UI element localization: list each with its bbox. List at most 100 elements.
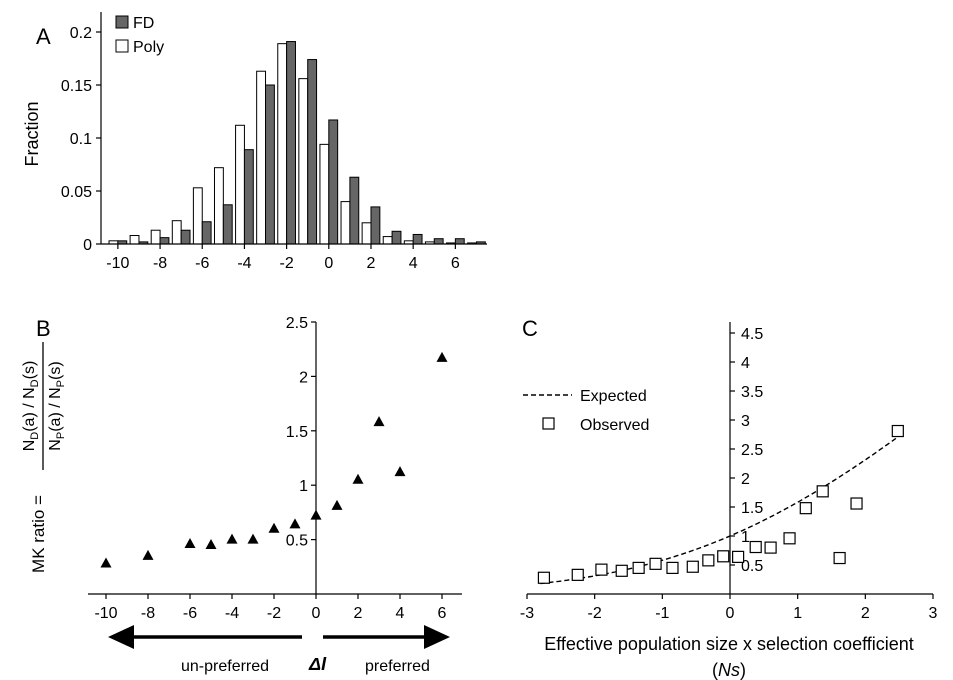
panel-b-xtick-label: -6 [183, 605, 197, 622]
observed-point [891, 424, 904, 438]
legend-label-fd: FD [133, 15, 154, 32]
panel-c-ytick-label: 3.5 [741, 384, 763, 401]
preference-arrows: un-preferred ΔI preferred [108, 625, 450, 675]
panel-c-xtick-label: 2 [861, 605, 870, 622]
mk-ratio-prefix: MK ratio = [29, 495, 48, 573]
bar-fd [286, 41, 296, 245]
panel-a-xtick-label: 0 [324, 255, 333, 272]
panel-c-xtick-label: 0 [726, 605, 735, 622]
panel-a-xtick-label: -4 [237, 255, 251, 272]
panel-b-axes: 0.5 1 1.5 2 2.5 -10 -8 -6 -4 -2 0 2 4 6 [88, 315, 462, 622]
observed-point [537, 571, 551, 584]
panel-c-ytick-label: 0.5 [741, 558, 763, 575]
observed-point [615, 564, 628, 577]
bar-fd [201, 221, 212, 245]
mk-ratio-point [331, 499, 343, 510]
mk-ratio-point [289, 518, 301, 529]
panel-a-ytick-label: 0.1 [70, 131, 92, 148]
mk-ratio-denominator: NP(a) / NP(s) [47, 361, 67, 450]
mk-ratio-point [394, 466, 406, 477]
panel-c-points [537, 424, 904, 584]
panel-b-points [100, 351, 448, 568]
panel-a-xtick-label: -6 [195, 255, 209, 272]
bar-fd [370, 206, 381, 245]
bar-fd [180, 229, 191, 245]
bar-fd [159, 237, 170, 245]
observed-point [764, 541, 777, 554]
panel-a-ylabel: Fraction [22, 101, 42, 166]
bar-poly [277, 43, 288, 245]
panel-a-xtick-label: 6 [451, 255, 460, 272]
bar-poly [171, 220, 182, 245]
bar-poly [382, 236, 393, 245]
observed-point [749, 540, 762, 554]
panel-a-ytick-label: 0.2 [70, 25, 92, 42]
bar-fd [454, 238, 465, 245]
panel-a-xtick-label: -8 [153, 255, 167, 272]
panel-c-ytick-label: 3 [741, 413, 750, 430]
bar-fd [349, 176, 360, 245]
mk-ratio-numerator: ND(a) / ND(s) [21, 361, 41, 452]
bar-fd [328, 119, 339, 245]
bar-fd [222, 204, 233, 245]
panel-label-c: C [522, 316, 538, 341]
legend-label-poly: Poly [133, 39, 164, 56]
panel-c-xtick-label: -3 [520, 605, 534, 622]
panel-b-ytick-label: 1.5 [286, 424, 308, 441]
panel-label-a: A [36, 24, 51, 49]
panel-c-legend: Expected Observed [523, 388, 649, 434]
panel-b-ytick-label: 1 [299, 478, 308, 495]
bar-poly [213, 167, 224, 245]
panel-c-xlabel: Effective population size x selection co… [544, 634, 914, 654]
panel-b-xtick-label: 4 [396, 605, 405, 622]
observed-point [666, 561, 679, 575]
label-preferred: preferred [365, 658, 430, 675]
panel-c-xtick-label: -2 [588, 605, 602, 622]
arrow-left-head [108, 625, 134, 649]
mk-ratio-point [268, 522, 280, 533]
panel-c-xtick-label: 1 [793, 605, 802, 622]
mk-ratio-point [373, 416, 385, 427]
bar-poly [256, 70, 267, 245]
bar-poly [319, 143, 330, 245]
panel-c-ytick-label: 4 [741, 355, 750, 372]
observed-point [816, 485, 829, 498]
mk-ratio-point [100, 557, 112, 568]
panel-a-ytick-label: 0.05 [61, 184, 92, 201]
bar-poly [235, 124, 245, 245]
legend-swatch-fd [115, 15, 129, 29]
mk-ratio-point [226, 533, 238, 544]
observed-point [850, 497, 863, 510]
panel-c-xtick-label: -1 [655, 605, 669, 622]
bar-fd [307, 59, 318, 245]
panel-a-xtick-label: 2 [367, 255, 376, 272]
panel-a-legend: FD Poly [115, 15, 164, 56]
panel-b-xtick-label: -2 [267, 605, 281, 622]
label-un-preferred: un-preferred [181, 658, 269, 675]
mk-ratio-point [205, 539, 217, 550]
bar-poly [361, 222, 372, 245]
panel-a-xtick-label: -10 [106, 255, 129, 272]
bar-fd [243, 149, 254, 245]
panel-b-xtick-label: -8 [141, 605, 155, 622]
panel-b-xtick-label: -10 [94, 605, 117, 622]
bar-poly [298, 78, 309, 245]
panel-a-ytick-label: 0.15 [61, 78, 92, 95]
panel-b-xtick-label: 6 [438, 605, 447, 622]
panel-c: C 0.5 1 1.5 2 2.5 3 3.5 4 4.5 -3 -2 -1 0 1 2 3 Expected… [520, 316, 938, 680]
panel-c-ytick-label: 4.5 [741, 326, 763, 343]
observed-point [833, 551, 846, 565]
panel-a: A Fraction 0 0.05 0.1 0.15 0.2 -10 -8 -6 -4 -2 0 2 4… [22, 12, 487, 272]
legend-label-observed: Observed [580, 417, 649, 434]
bar-poly [340, 201, 351, 245]
bar-poly [129, 235, 140, 245]
panel-c-ytick-label: 2.5 [741, 442, 763, 459]
mk-ratio-point [352, 473, 364, 484]
observed-point [702, 554, 715, 567]
bar-fd [412, 233, 423, 245]
bar-fd [433, 238, 444, 245]
mk-ratio-point [310, 509, 322, 520]
arrow-right-head [424, 625, 450, 649]
panel-b-xtick-label: -4 [225, 605, 239, 622]
